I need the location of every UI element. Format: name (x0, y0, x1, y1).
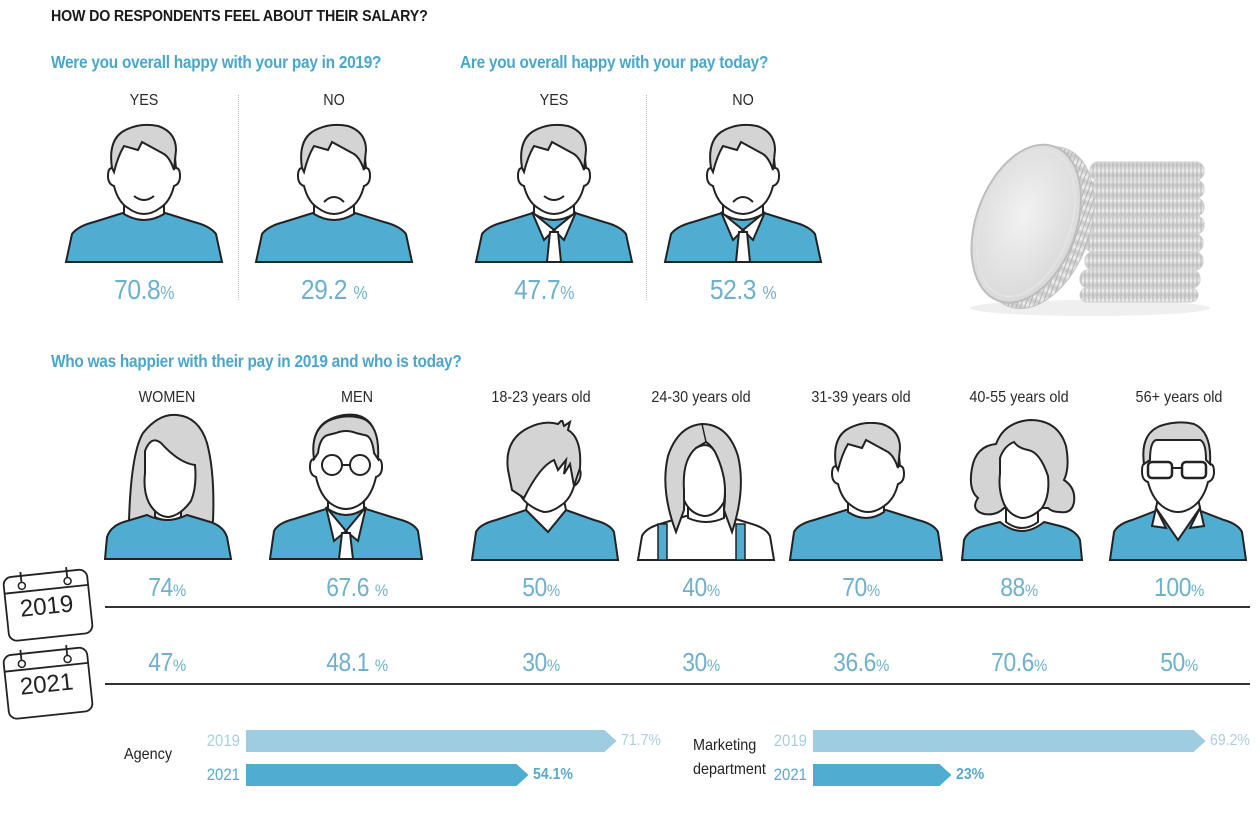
happy-man-icon (64, 122, 224, 264)
divider (238, 95, 239, 300)
bar-category-agency: Agency (124, 746, 173, 763)
bar-category-marketing: Marketing department (693, 734, 766, 782)
divider (646, 95, 647, 300)
group-label: 18-23 years old (491, 389, 591, 406)
bar-arrow (246, 764, 529, 786)
group-label: 40-55 years old (969, 389, 1069, 406)
woman-wavy-hair-icon (960, 418, 1084, 562)
value-2021-3: 30% (682, 647, 720, 677)
coin-stack (1079, 161, 1205, 303)
group-label: 31-39 years old (811, 389, 911, 406)
bar-value-label: 69.2% (1209, 732, 1250, 749)
standing-coin (970, 143, 1095, 310)
bar-arrow (813, 764, 952, 786)
question-today-title: Are you overall happy with your pay toda… (460, 52, 769, 72)
value-2021-0: 47% (148, 647, 186, 677)
sad-man-icon (254, 122, 414, 264)
group-label: MEN (340, 389, 374, 406)
bar-year-label: 2021 (206, 765, 240, 784)
pct-no-2019: 29.2 % (300, 274, 368, 305)
older-man-glasses-icon (1108, 420, 1248, 562)
bar-arrow (813, 730, 1206, 752)
value-2019-3: 40% (682, 572, 720, 602)
bar-agency-2019 (246, 730, 617, 752)
sad-man-tie-icon (663, 122, 823, 264)
group-label: WOMEN (138, 389, 196, 406)
bar-value-label: 71.7% (620, 732, 661, 749)
value-2021-4: 36.6% (833, 647, 889, 677)
bar-year-label: 2021 (773, 765, 807, 784)
value-2021-5: 70.6% (991, 647, 1047, 677)
answer-label-no-2019: NO (323, 92, 345, 109)
calendar-year-2019: 2019 (18, 590, 75, 623)
answer-label-yes-today: YES (539, 92, 569, 109)
calendar-year-2021: 2021 (18, 668, 75, 701)
value-2021-6: 50% (1160, 647, 1198, 677)
bar-arrow (246, 730, 617, 752)
value-2019-4: 70% (842, 572, 880, 602)
bar-marketing-2021 (813, 764, 952, 786)
calendar-icon: 2019 (0, 565, 100, 643)
man-glasses-icon (268, 413, 424, 561)
value-2021-1: 48.1 % (326, 647, 388, 677)
bar-agency-2021 (246, 764, 529, 786)
bar-value-label: 23% (955, 766, 984, 783)
value-2019-0: 74% (148, 572, 186, 602)
value-2019-5: 88% (1000, 572, 1038, 602)
young-woman-bob-icon (636, 420, 776, 562)
calendar-icon: 2021 (0, 643, 100, 721)
bar-year-label: 2019 (773, 731, 807, 750)
coin-stack-photo (940, 120, 1220, 320)
bar-value-label: 54.1% (532, 766, 573, 783)
happy-man-svg (64, 123, 224, 263)
happy-man-tie-icon (474, 122, 634, 264)
question-groups-title: Who was happier with their pay in 2019 a… (51, 351, 462, 371)
bar-year-label: 2019 (206, 731, 240, 750)
pct-no-today: 52.3 % (709, 274, 777, 305)
group-label: 24-30 years old (651, 389, 751, 406)
value-2019-1: 67.6 % (326, 572, 388, 602)
young-man-fringe-icon (470, 420, 620, 562)
pct-yes-2019: 70.8% (114, 274, 174, 305)
man-icon (788, 422, 944, 562)
group-label: 56+ years old (1135, 389, 1223, 406)
bar-marketing-2019 (813, 730, 1206, 752)
value-2019-2: 50% (522, 572, 560, 602)
bar-category-line: department (693, 761, 766, 778)
answer-label-yes-2019: YES (129, 92, 159, 109)
row-divider (105, 683, 1250, 685)
question-2019-title: Were you overall happy with your pay in … (51, 52, 382, 72)
woman-long-hair-icon (103, 413, 233, 561)
value-2021-2: 30% (522, 647, 560, 677)
pct-yes-today: 47.7% (514, 274, 574, 305)
value-2019-6: 100% (1154, 572, 1204, 602)
answer-label-no-today: NO (732, 92, 754, 109)
page-title: HOW DO RESPONDENTS FEEL ABOUT THEIR SALA… (51, 8, 428, 25)
bar-category-line: Marketing (693, 737, 757, 754)
row-divider (105, 606, 1250, 608)
